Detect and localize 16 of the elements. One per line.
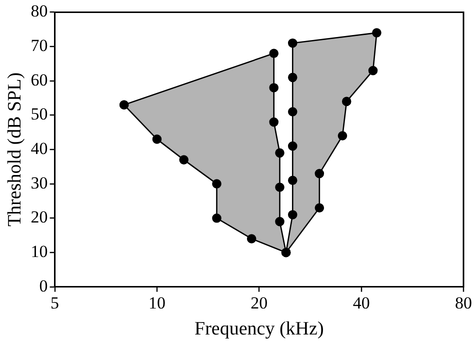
- y-tick-label: 40: [30, 138, 48, 158]
- y-tick-label: 50: [30, 104, 48, 124]
- y-tick-label: 60: [30, 70, 48, 90]
- x-tick-label: 80: [455, 293, 472, 312]
- x-tick-label: 20: [250, 293, 268, 312]
- y-tick-label: 20: [30, 208, 48, 227]
- y-tick-label: 0: [39, 276, 48, 296]
- y-tick-label: 80: [30, 2, 48, 21]
- x-tick-label: 40: [352, 293, 370, 312]
- y-axis-title: Threshold (dB SPL): [4, 72, 26, 227]
- x-tick-label: 5: [50, 293, 60, 312]
- y-tick-label: 70: [30, 36, 48, 55]
- y-tick-label: 10: [30, 242, 48, 261]
- y-tick-label: 30: [30, 173, 48, 192]
- x-tick-label: 10: [148, 293, 166, 312]
- x-axis-title: Frequency (kHz): [194, 318, 324, 340]
